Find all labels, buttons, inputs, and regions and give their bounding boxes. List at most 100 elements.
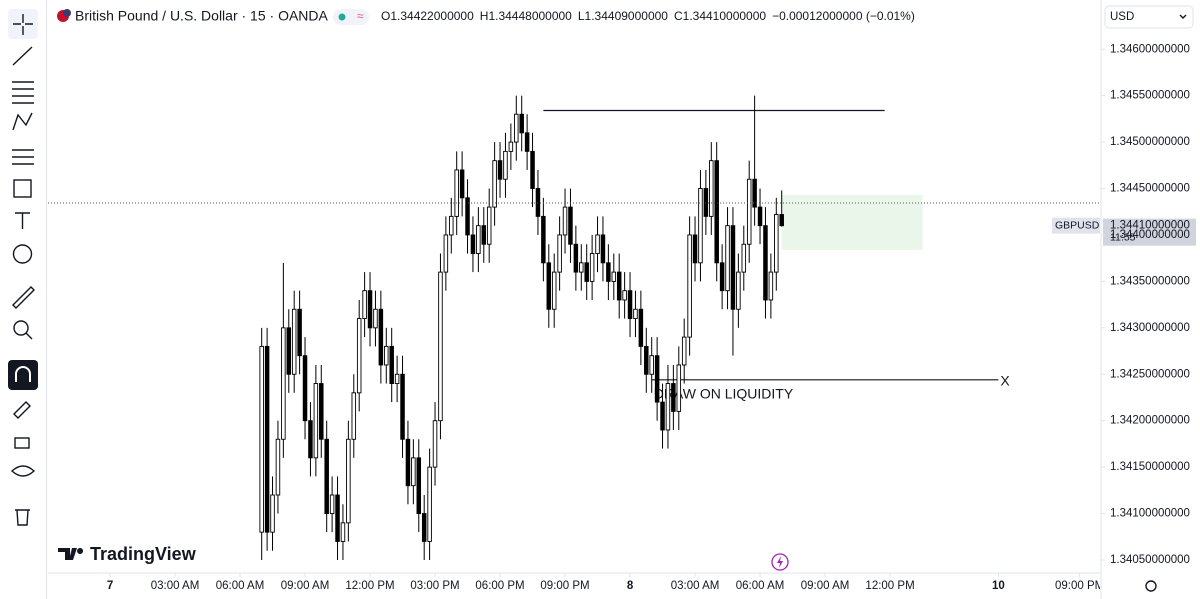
level-end-label: X (1000, 373, 1010, 389)
candle-body (768, 271, 774, 301)
chevron (1179, 14, 1187, 19)
settings-icon[interactable] (1145, 580, 1157, 592)
visibility-tool[interactable] (10, 465, 36, 477)
lock-tool[interactable] (14, 437, 30, 449)
status-dot (338, 13, 346, 21)
candle-body (514, 113, 519, 143)
symbol[interactable]: British Pound / U.S. Dollar · 15 · OANDA (75, 8, 329, 24)
candle-body (275, 438, 281, 496)
candle-body (551, 271, 557, 310)
candle-body (746, 178, 752, 245)
candle-body (470, 234, 476, 254)
candle-body (573, 243, 579, 273)
status-icon: ≈ (357, 9, 364, 23)
candle-body (649, 355, 654, 375)
candle-body (405, 438, 411, 487)
text-tool[interactable] (15, 212, 30, 229)
plot: DRAW ON LIQUIDITY X (259, 95, 1010, 560)
candle-body (681, 336, 687, 366)
x-tick-label: 03:00 AM (671, 580, 720, 592)
price-label-box (1103, 218, 1196, 246)
candle-body (497, 160, 503, 180)
candle-body (351, 392, 357, 440)
candle-body (546, 262, 552, 310)
candle-body (329, 494, 335, 515)
magnet-tool[interactable] (8, 360, 38, 390)
trendline-tool[interactable] (12, 46, 33, 66)
zone (781, 195, 923, 250)
candle-body (584, 262, 589, 282)
candle-body (568, 206, 573, 245)
x-tick-label: 06:00 PM (475, 580, 524, 592)
candle-body (319, 383, 324, 440)
candle-body (302, 355, 308, 422)
y-tick-label: 1.34150000000 (1110, 461, 1190, 473)
candle-body (443, 234, 449, 273)
pattern-tool[interactable] (12, 112, 33, 131)
candle-body (633, 308, 638, 319)
y-tick-label: 1.34400000000 (1110, 229, 1190, 241)
x-axis: 7 03:00 AM 06:00 AM 09:00 AM 12:00 PM 03:00 P… (107, 573, 1104, 592)
lock-draw-tool[interactable] (13, 401, 31, 419)
x-tick-label: 06:00 AM (216, 580, 265, 592)
candle-body (508, 141, 514, 152)
zoom-tool[interactable] (13, 320, 29, 336)
candle-body (503, 150, 508, 180)
candle-body (356, 318, 362, 394)
ruler-tool[interactable] (12, 286, 35, 309)
symbol-label-box (1052, 217, 1100, 234)
x-tick-label: 7 (107, 580, 113, 592)
candle-body (394, 373, 400, 384)
fib-tool[interactable] (12, 81, 34, 104)
candle-body (638, 308, 644, 347)
candle-body (324, 438, 329, 515)
candle-body (579, 262, 584, 273)
candle-body (644, 345, 649, 375)
zoom-tool (25, 332, 33, 340)
countdown: 11:55 (1110, 231, 1136, 243)
candle-body (606, 262, 611, 282)
ohlc: O1.34422000000 H1.34448000000 L1.344090000… (381, 9, 915, 23)
candle-body (660, 401, 665, 431)
status[interactable] (333, 9, 369, 25)
candle-body (459, 169, 465, 199)
x-tick-label: 09:00 PM (1055, 580, 1104, 592)
candle-body (627, 290, 633, 319)
y-tick-label: 1.34100000000 (1110, 508, 1190, 520)
forecast-tool[interactable] (12, 149, 34, 165)
crosshair-tool[interactable] (13, 14, 33, 35)
candle-body (725, 225, 730, 292)
candle-body (562, 206, 568, 236)
x-tick-label: 09:00 AM (801, 580, 850, 592)
delete-tool[interactable] (15, 509, 30, 526)
symbol-label: GBPUSD (1055, 219, 1100, 231)
candle-body (541, 215, 546, 264)
x-tick-label: 12:00 PM (345, 580, 394, 592)
candle-body (449, 215, 454, 236)
candle-body (671, 383, 676, 412)
candle-body (774, 214, 779, 273)
x-tick-label: 09:00 PM (540, 580, 589, 592)
candle-body (611, 271, 617, 282)
emoji-tool[interactable] (12, 244, 33, 264)
currency[interactable]: USD (1110, 11, 1134, 23)
candle-body (270, 494, 275, 533)
candle-body (779, 214, 784, 227)
candle-body (291, 308, 297, 375)
candle-body (492, 160, 497, 208)
candle-body (600, 234, 606, 264)
candle-body (709, 160, 714, 217)
magnet-icon (15, 366, 31, 382)
candle-body (340, 522, 346, 542)
candle-body (763, 225, 768, 301)
candle-body (432, 420, 438, 468)
currency-select[interactable] (1104, 5, 1194, 29)
y-tick-label: 1.34200000000 (1110, 415, 1190, 427)
y-tick-label: 1.34450000000 (1110, 183, 1190, 195)
shape-tool[interactable] (13, 179, 32, 198)
y-tick-label: 1.34250000000 (1110, 368, 1190, 380)
candle-body (297, 308, 302, 357)
candle-body (264, 345, 270, 533)
y-tick-label: 1.34600000000 (1110, 43, 1190, 55)
